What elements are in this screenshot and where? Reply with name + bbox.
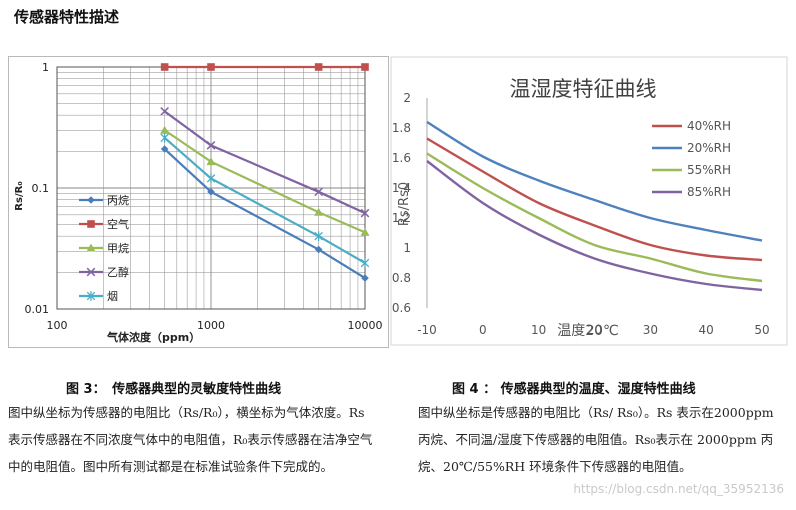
x-tick-label: -10 bbox=[417, 323, 437, 337]
series-line bbox=[426, 137, 763, 262]
legend-label: 40%RH bbox=[687, 119, 731, 133]
legend-label: 空气 bbox=[107, 217, 129, 231]
y-tick-label: 2 bbox=[403, 91, 411, 105]
point-marker bbox=[86, 243, 96, 252]
point-marker bbox=[361, 274, 369, 282]
page-title: 传感器特性描述 bbox=[14, 8, 120, 26]
x-axis-label: 气体浓度（ppm） bbox=[106, 330, 200, 344]
x-axis-label: 温度20℃ bbox=[557, 323, 619, 339]
y-tick-label: 1.6 bbox=[392, 151, 411, 165]
point-marker bbox=[87, 220, 95, 228]
point-marker bbox=[160, 63, 169, 71]
y-tick-label: 1 bbox=[403, 241, 411, 255]
x-tick-label: 10000 bbox=[348, 319, 383, 332]
legend-label: 20%RH bbox=[687, 141, 731, 155]
x-tick-label: 20 bbox=[587, 323, 602, 337]
point-marker bbox=[360, 208, 370, 218]
y-tick-label: 0.01 bbox=[25, 303, 50, 316]
series-line bbox=[163, 148, 366, 280]
x-tick-label: 0 bbox=[479, 323, 487, 337]
figure3-description: 图中纵坐标为传感器的电阻比（Rs/R₀），横坐标为气体浓度。Rs 表示传感器在不… bbox=[8, 405, 373, 474]
legend: 40%RH 20%RH 55%RH 85%RH bbox=[652, 119, 731, 199]
legend-label: 丙烷 bbox=[107, 193, 129, 207]
series-star bbox=[160, 132, 370, 268]
series-diamond bbox=[160, 145, 369, 282]
y-tick-label: 0.1 bbox=[32, 182, 50, 195]
temperature-humidity-chart: 温湿度特征曲线 2 1.8 1.6 1.4 1.2 1 0.8 0.6 -10 0 10 20 30 40 5… bbox=[390, 56, 788, 346]
series-square bbox=[160, 63, 369, 71]
series-line bbox=[426, 120, 763, 242]
y-tick-label: 1 bbox=[42, 61, 49, 74]
temperature-humidity-chart-panel: 温湿度特征曲线 2 1.8 1.6 1.4 1.2 1 0.8 0.6 -10 0 10 20 30 40 5… bbox=[390, 56, 788, 346]
legend-label: 烟 bbox=[107, 289, 118, 303]
legend-label: 85%RH bbox=[687, 185, 731, 199]
x-tick-label: 1000 bbox=[197, 319, 225, 332]
point-marker bbox=[314, 63, 323, 71]
sensitivity-chart-panel: 1 0.1 0.01 100 1000 10000 气体浓度（ppm） Rs/R₀ 丙烷空气甲烷… bbox=[8, 56, 389, 348]
point-marker bbox=[360, 227, 370, 236]
point-marker bbox=[86, 267, 96, 277]
y-axis-label: Rs/Rs0 bbox=[397, 182, 412, 226]
legend-label: 55%RH bbox=[687, 163, 731, 177]
series-line bbox=[163, 136, 366, 264]
point-marker bbox=[206, 141, 216, 150]
point-marker bbox=[87, 196, 95, 204]
x-tick-label: 10 bbox=[531, 323, 546, 337]
sensitivity-chart: 1 0.1 0.01 100 1000 10000 气体浓度（ppm） Rs/R₀ 丙烷空气甲烷… bbox=[14, 61, 383, 344]
y-tick-label: 0.8 bbox=[392, 271, 411, 285]
series-triangle bbox=[160, 125, 370, 236]
y-tick-label: 1.2 bbox=[392, 211, 411, 225]
x-tick-label: 30 bbox=[643, 323, 658, 337]
y-axis-label: Rs/R₀ bbox=[14, 181, 25, 210]
series-line bbox=[426, 152, 763, 283]
x-tick-label: 40 bbox=[699, 323, 714, 337]
series-line bbox=[426, 160, 763, 292]
figure4-description: 图中纵坐标是传感器的电阻比（Rs/ Rs₀）。Rs 表示在2000ppm 丙烷、… bbox=[418, 405, 774, 474]
point-marker bbox=[314, 207, 324, 216]
y-tick-label: 0.6 bbox=[392, 301, 411, 315]
legend-label: 甲烷 bbox=[107, 241, 129, 255]
point-marker bbox=[206, 157, 216, 166]
series-line bbox=[163, 110, 366, 215]
grid bbox=[56, 67, 365, 310]
point-marker bbox=[160, 125, 170, 134]
legend-label: 乙醇 bbox=[107, 265, 129, 279]
y-tick-label: 1.4 bbox=[392, 181, 411, 195]
series-line bbox=[164, 129, 366, 234]
chart-frame bbox=[390, 56, 788, 346]
figure3-caption: 图 3： 传感器典型的灵敏度特性曲线 bbox=[66, 382, 282, 397]
point-marker bbox=[207, 63, 215, 71]
x-tick-label: 100 bbox=[47, 319, 68, 332]
chart-title: 温湿度特征曲线 bbox=[510, 77, 657, 101]
figure4-caption: 图 4 ： 传感器典型的温度、湿度特性曲线 bbox=[452, 382, 696, 397]
watermark: https://blog.csdn.net/qq_35952136 bbox=[573, 482, 784, 496]
point-marker bbox=[314, 245, 323, 254]
point-marker bbox=[207, 188, 215, 196]
series-x bbox=[160, 107, 370, 218]
point-marker bbox=[314, 187, 323, 197]
x-tick-label: 50 bbox=[754, 323, 769, 337]
point-marker bbox=[160, 107, 169, 116]
y-tick-label: 1.8 bbox=[392, 121, 411, 135]
point-marker bbox=[361, 63, 369, 71]
